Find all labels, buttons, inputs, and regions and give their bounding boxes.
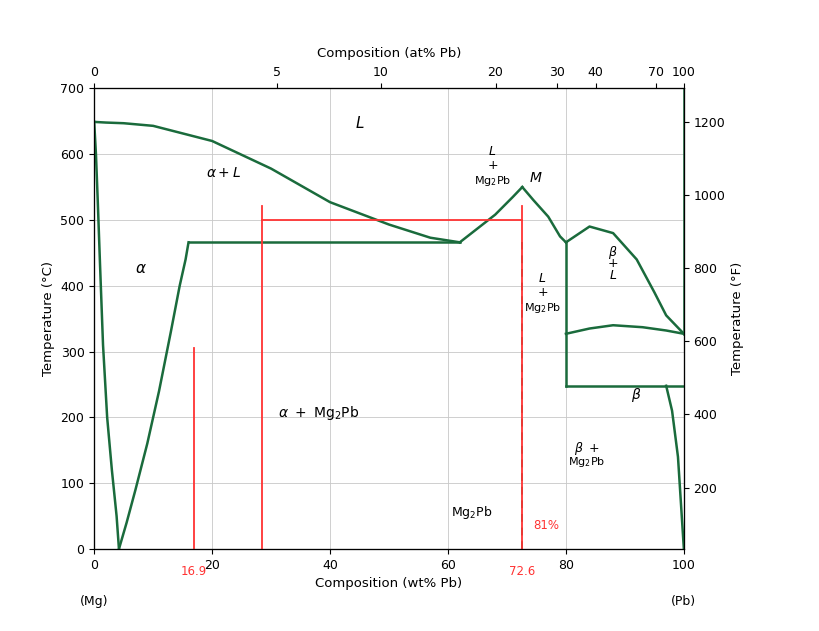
Text: $+$: $+$ <box>536 286 548 298</box>
Text: $L$: $L$ <box>609 269 618 282</box>
Text: $\mathrm{Mg_2Pb}$: $\mathrm{Mg_2Pb}$ <box>524 301 561 315</box>
Text: $M$: $M$ <box>529 171 543 185</box>
Y-axis label: Temperature (°C): Temperature (°C) <box>42 261 55 376</box>
Text: 16.9: 16.9 <box>181 565 207 578</box>
Text: $L$: $L$ <box>538 273 546 285</box>
Text: $\alpha\ +\ \mathrm{Mg_2Pb}$: $\alpha\ +\ \mathrm{Mg_2Pb}$ <box>278 404 359 422</box>
X-axis label: Composition (wt% Pb): Composition (wt% Pb) <box>315 577 463 590</box>
Text: $\mathrm{Mg_2Pb}$: $\mathrm{Mg_2Pb}$ <box>450 504 492 521</box>
Text: 72.6: 72.6 <box>509 565 536 578</box>
Text: $\alpha$: $\alpha$ <box>135 261 147 276</box>
Text: $\beta$: $\beta$ <box>609 244 618 261</box>
Text: $+$: $+$ <box>486 158 498 172</box>
Text: $\mathrm{Mg_2Pb}$: $\mathrm{Mg_2Pb}$ <box>568 455 605 469</box>
X-axis label: Composition (at% Pb): Composition (at% Pb) <box>317 47 461 61</box>
Text: $+$: $+$ <box>608 257 618 270</box>
Text: $\alpha + L$: $\alpha + L$ <box>206 166 242 180</box>
Text: (Mg): (Mg) <box>80 595 108 608</box>
Text: 81%: 81% <box>533 519 559 532</box>
Text: (Pb): (Pb) <box>672 595 696 608</box>
Text: $\mathrm{Mg_2Pb}$: $\mathrm{Mg_2Pb}$ <box>473 174 511 188</box>
Text: $L$: $L$ <box>355 115 364 131</box>
Text: $\beta$: $\beta$ <box>631 386 642 404</box>
Text: $\beta\ +$: $\beta\ +$ <box>573 440 600 457</box>
Y-axis label: Temperature (°F): Temperature (°F) <box>731 262 744 375</box>
Text: $L$: $L$ <box>488 146 496 158</box>
